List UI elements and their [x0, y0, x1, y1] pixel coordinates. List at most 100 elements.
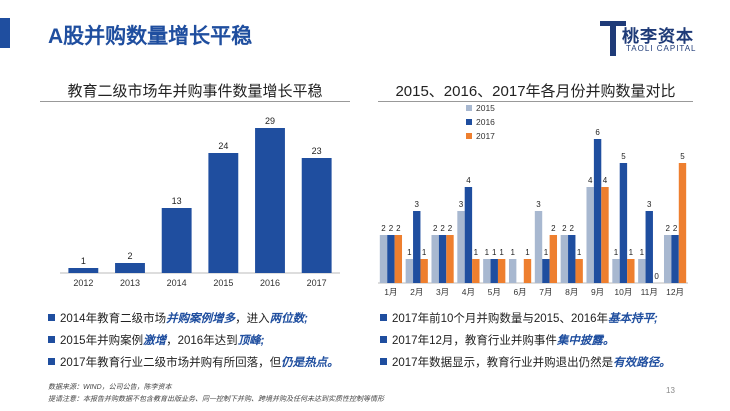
- data-label: 3: [415, 200, 420, 209]
- left-bullet: 2014年教育二级市场并购案例增多，进入两位数;: [48, 310, 308, 326]
- bar: [671, 235, 679, 283]
- data-label: 24: [218, 141, 228, 151]
- data-label: 1: [407, 248, 412, 257]
- bar: [472, 259, 480, 283]
- data-label: 1: [485, 248, 490, 257]
- data-label: 2: [433, 224, 438, 233]
- bar: [413, 211, 421, 283]
- annual-mna-bar-chart: 1 2012 2 2013 13 2014 24 2015 29 2016 23 2017: [60, 116, 340, 288]
- bullet-square-icon: [48, 358, 55, 365]
- data-label: 1: [525, 248, 530, 257]
- x-tick-label: 7月: [539, 287, 552, 297]
- bar: [483, 259, 491, 283]
- x-tick-label: 12月: [666, 287, 684, 297]
- data-label: 4: [466, 176, 471, 185]
- logo-name: 桃李资本: [622, 27, 694, 46]
- data-label: 1: [474, 248, 479, 257]
- x-tick-label: 2015: [213, 278, 233, 288]
- company-logo: 桃李资本 TAOLI CAPITAL: [598, 16, 716, 62]
- data-label: 2: [448, 224, 453, 233]
- bar: [431, 235, 439, 283]
- bar: [542, 259, 550, 283]
- bar: [255, 128, 285, 273]
- x-tick-label: 9月: [591, 287, 604, 297]
- bar: [593, 139, 602, 283]
- disclaimer-note: 提请注意：本报告并购数据不包含教育出版业务、同一控制下并购、跨境并购及任何未达到…: [48, 396, 384, 403]
- right-bullet: 2017年数据显示，教育行业并购退出仍然是有效路径。: [380, 354, 671, 370]
- left-bullet: 2017年教育行业二级市场并购有所回落，但仍是热点。: [48, 354, 339, 370]
- logo-subtitle: TAOLI CAPITAL: [626, 44, 697, 53]
- data-source: 数据来源：WIND，公司公告，陈李资本: [48, 384, 172, 391]
- right-bullet: 2017年12月，教育行业并购事件集中披露。: [380, 332, 614, 348]
- data-label: 4: [588, 176, 593, 185]
- data-label: 1: [499, 248, 504, 257]
- bar: [549, 235, 558, 283]
- x-tick-label: 3月: [436, 287, 449, 297]
- bar: [387, 235, 395, 283]
- bullet-square-icon: [380, 314, 387, 321]
- bar: [394, 235, 403, 283]
- data-label: 1: [492, 248, 497, 257]
- x-tick-label: 2012: [73, 278, 93, 288]
- page-number: 13: [666, 386, 675, 395]
- data-label: 1: [81, 256, 86, 266]
- left-bullet: 2015年并购案例激增，2016年达到顶峰;: [48, 332, 265, 348]
- bar: [586, 187, 594, 283]
- data-label: 23: [312, 146, 322, 156]
- x-tick-label: 5月: [488, 287, 501, 297]
- bar: [663, 235, 672, 283]
- bullet-square-icon: [380, 336, 387, 343]
- bar: [560, 235, 569, 283]
- bar: [612, 259, 620, 283]
- legend-label: 2015: [476, 103, 495, 113]
- data-label: 1: [629, 248, 634, 257]
- data-label: 2: [127, 251, 132, 261]
- bar: [446, 235, 454, 283]
- bar: [678, 163, 687, 283]
- data-label: 2: [551, 224, 556, 233]
- bar: [523, 259, 532, 283]
- data-label: 4: [603, 176, 608, 185]
- bar: [638, 259, 646, 283]
- legend-label: 2016: [476, 117, 495, 127]
- bar: [575, 259, 583, 283]
- data-label: 2: [570, 224, 575, 233]
- data-label: 2: [440, 224, 445, 233]
- bar: [420, 259, 428, 283]
- bar: [568, 235, 576, 283]
- data-label: 5: [621, 152, 626, 161]
- data-label: 2: [562, 224, 567, 233]
- legend-swatch: [466, 133, 472, 139]
- left-chart-title-rule: [40, 101, 350, 102]
- data-label: 1: [510, 248, 515, 257]
- bar: [627, 259, 635, 283]
- data-label: 2: [673, 224, 678, 233]
- x-tick-label: 2013: [120, 278, 140, 288]
- legend-swatch: [466, 105, 472, 111]
- title-accent-bar: [0, 18, 10, 48]
- bar: [645, 211, 653, 283]
- bar: [497, 259, 506, 283]
- data-label: 1: [614, 248, 619, 257]
- data-label: 2: [381, 224, 386, 233]
- bar: [68, 268, 99, 273]
- bar: [601, 187, 609, 283]
- bar: [115, 263, 145, 273]
- data-label: 1: [544, 248, 549, 257]
- data-label: 29: [265, 116, 275, 126]
- x-tick-label: 4月: [462, 287, 475, 297]
- bar: [438, 235, 447, 283]
- bar: [457, 211, 465, 283]
- bar: [619, 163, 628, 283]
- data-label: 3: [536, 200, 541, 209]
- bar: [208, 153, 239, 273]
- x-tick-label: 2017: [307, 278, 327, 288]
- data-label: 2: [665, 224, 670, 233]
- right-chart-title: 2015、2016、2017年各月份并购数量对比: [395, 83, 676, 100]
- bar: [301, 158, 332, 273]
- bullet-square-icon: [48, 336, 55, 343]
- bar: [464, 187, 473, 283]
- x-tick-label: 2月: [410, 287, 423, 297]
- data-label: 1: [577, 248, 582, 257]
